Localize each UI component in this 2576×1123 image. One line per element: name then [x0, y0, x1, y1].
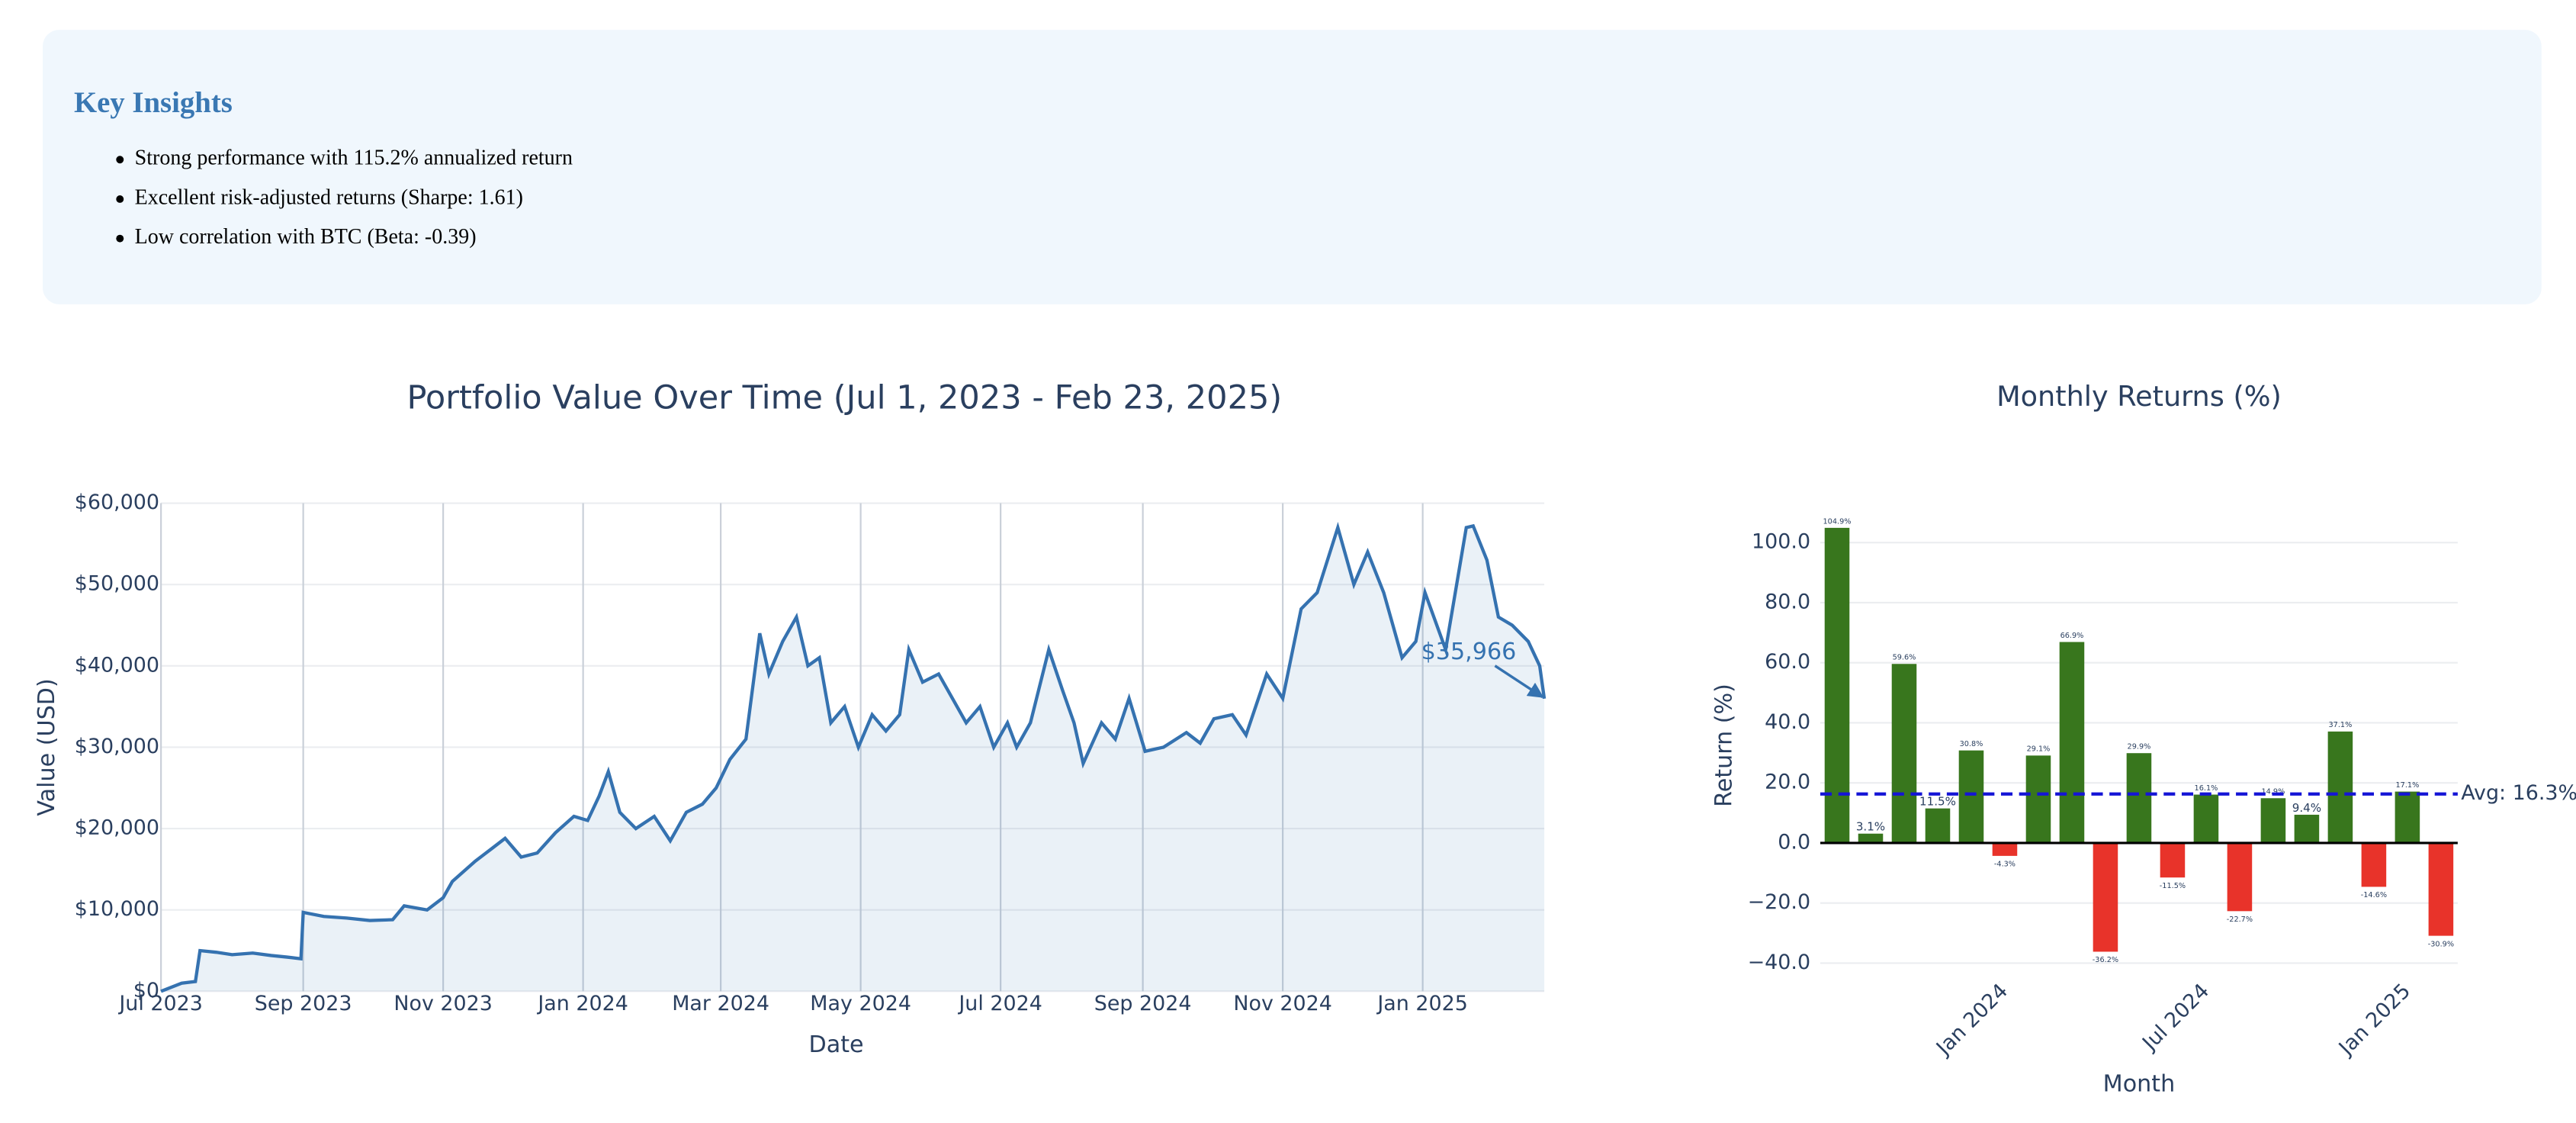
bar: [2193, 794, 2219, 843]
value-label: 17.1%: [2396, 781, 2420, 790]
x-tick-label: Jan 2025: [1376, 992, 1468, 1015]
bar: [1891, 664, 1917, 843]
x-axis-title: Month: [2103, 1071, 2176, 1098]
value-label: 14.9%: [2262, 788, 2285, 796]
x-tick-label: Jan 2025: [2333, 979, 2415, 1060]
y-tick-label: 100.0: [1752, 530, 1810, 554]
y-tick-label: 40.0: [1765, 710, 1810, 734]
y-tick-label: 80.0: [1765, 590, 1810, 613]
chart-title: Monthly Returns (%): [1996, 380, 2282, 413]
x-tick-label: Nov 2024: [1233, 992, 1332, 1015]
bar: [2126, 753, 2152, 843]
y-axis-title: Return (%): [1711, 684, 1738, 807]
bar: [2395, 791, 2420, 843]
y-tick-label: 60.0: [1765, 650, 1810, 674]
y-tick-label: $20,000: [75, 816, 159, 840]
bar: [2025, 755, 2051, 843]
value-label: 37.1%: [2329, 721, 2353, 729]
y-axis-title: Value (USD): [34, 678, 60, 816]
bar: [2160, 842, 2186, 878]
value-label: -36.2%: [2093, 956, 2118, 964]
insight-item: Excellent risk-adjusted returns (Sharpe:…: [135, 185, 523, 209]
y-tick-label: $10,000: [75, 897, 159, 921]
value-label: -30.9%: [2428, 940, 2454, 948]
x-tick-label: Sep 2024: [1094, 992, 1192, 1015]
bar: [1992, 842, 2018, 856]
insights-panel: [43, 30, 2542, 304]
bar: [1958, 750, 1984, 843]
y-tick-label: $50,000: [75, 572, 159, 596]
bar: [2227, 842, 2253, 912]
value-label: -4.3%: [1994, 861, 2016, 869]
line: [160, 522, 1547, 993]
x-tick-label: Nov 2023: [393, 992, 493, 1015]
bar: [2059, 642, 2085, 843]
y-tick-label: 0.0: [1778, 830, 1810, 854]
bar: [1824, 527, 1850, 843]
value-label: 29.1%: [2027, 745, 2051, 754]
y-tick-label: $60,000: [75, 491, 159, 514]
x-axis-title: Date: [809, 1031, 864, 1058]
y-tick-label: 20.0: [1765, 771, 1810, 794]
bar: [1925, 808, 1951, 843]
value-label: 16.1%: [2195, 784, 2218, 793]
insight-item: Strong performance with 115.2% annualize…: [135, 146, 573, 170]
x-tick-label: Jan 2024: [1931, 979, 2012, 1060]
value-label: 11.5%: [1919, 795, 1956, 809]
bar: [2260, 798, 2286, 843]
bullet: [116, 195, 124, 203]
y-tick-label: $40,000: [75, 653, 159, 677]
value-label: 66.9%: [2060, 632, 2084, 640]
value-label: 3.1%: [1856, 820, 1885, 834]
area: [161, 526, 1545, 992]
insights-title: Key Insights: [74, 86, 233, 119]
value-label: -11.5%: [2160, 882, 2186, 890]
x-tick-label: Jul 2024: [957, 992, 1042, 1015]
average-label: Avg: 16.3%: [2461, 781, 2576, 805]
bullet: [116, 234, 124, 243]
value-label: 29.9%: [2128, 743, 2151, 751]
chart-title: Portfolio Value Over Time (Jul 1, 2023 -…: [406, 378, 1282, 417]
y-tick-label: −20.0: [1748, 890, 1810, 914]
bar: [2327, 731, 2353, 843]
bar: [2361, 842, 2387, 887]
x-tick-label: Mar 2024: [672, 992, 769, 1015]
bar: [1858, 833, 1884, 843]
value-label: 104.9%: [1823, 517, 1852, 526]
value-label: 59.6%: [1893, 654, 1916, 662]
bar: [2093, 842, 2118, 952]
insight-item: Low correlation with BTC (Beta: -0.39): [135, 225, 477, 249]
value-label: -22.7%: [2227, 915, 2253, 924]
x-tick-label: Jul 2023: [117, 992, 203, 1015]
annotation-arrow: [1494, 664, 1544, 699]
bar: [2294, 814, 2320, 843]
y-tick-label: −40.0: [1748, 951, 1810, 974]
x-tick-label: Jan 2024: [536, 992, 628, 1015]
y-tick-label: $30,000: [75, 735, 159, 758]
x-tick-label: May 2024: [810, 992, 911, 1015]
annotation: $35,966: [1421, 639, 1517, 665]
bar: [2428, 842, 2454, 936]
bullet: [116, 156, 124, 164]
value-label: -14.6%: [2361, 891, 2387, 899]
x-tick-label: Sep 2023: [255, 992, 352, 1015]
y-tick-label: $0: [133, 979, 159, 1002]
value-label: 30.8%: [1960, 740, 1983, 748]
value-label: 9.4%: [2292, 801, 2321, 815]
x-tick-label: Jul 2024: [2137, 979, 2214, 1056]
